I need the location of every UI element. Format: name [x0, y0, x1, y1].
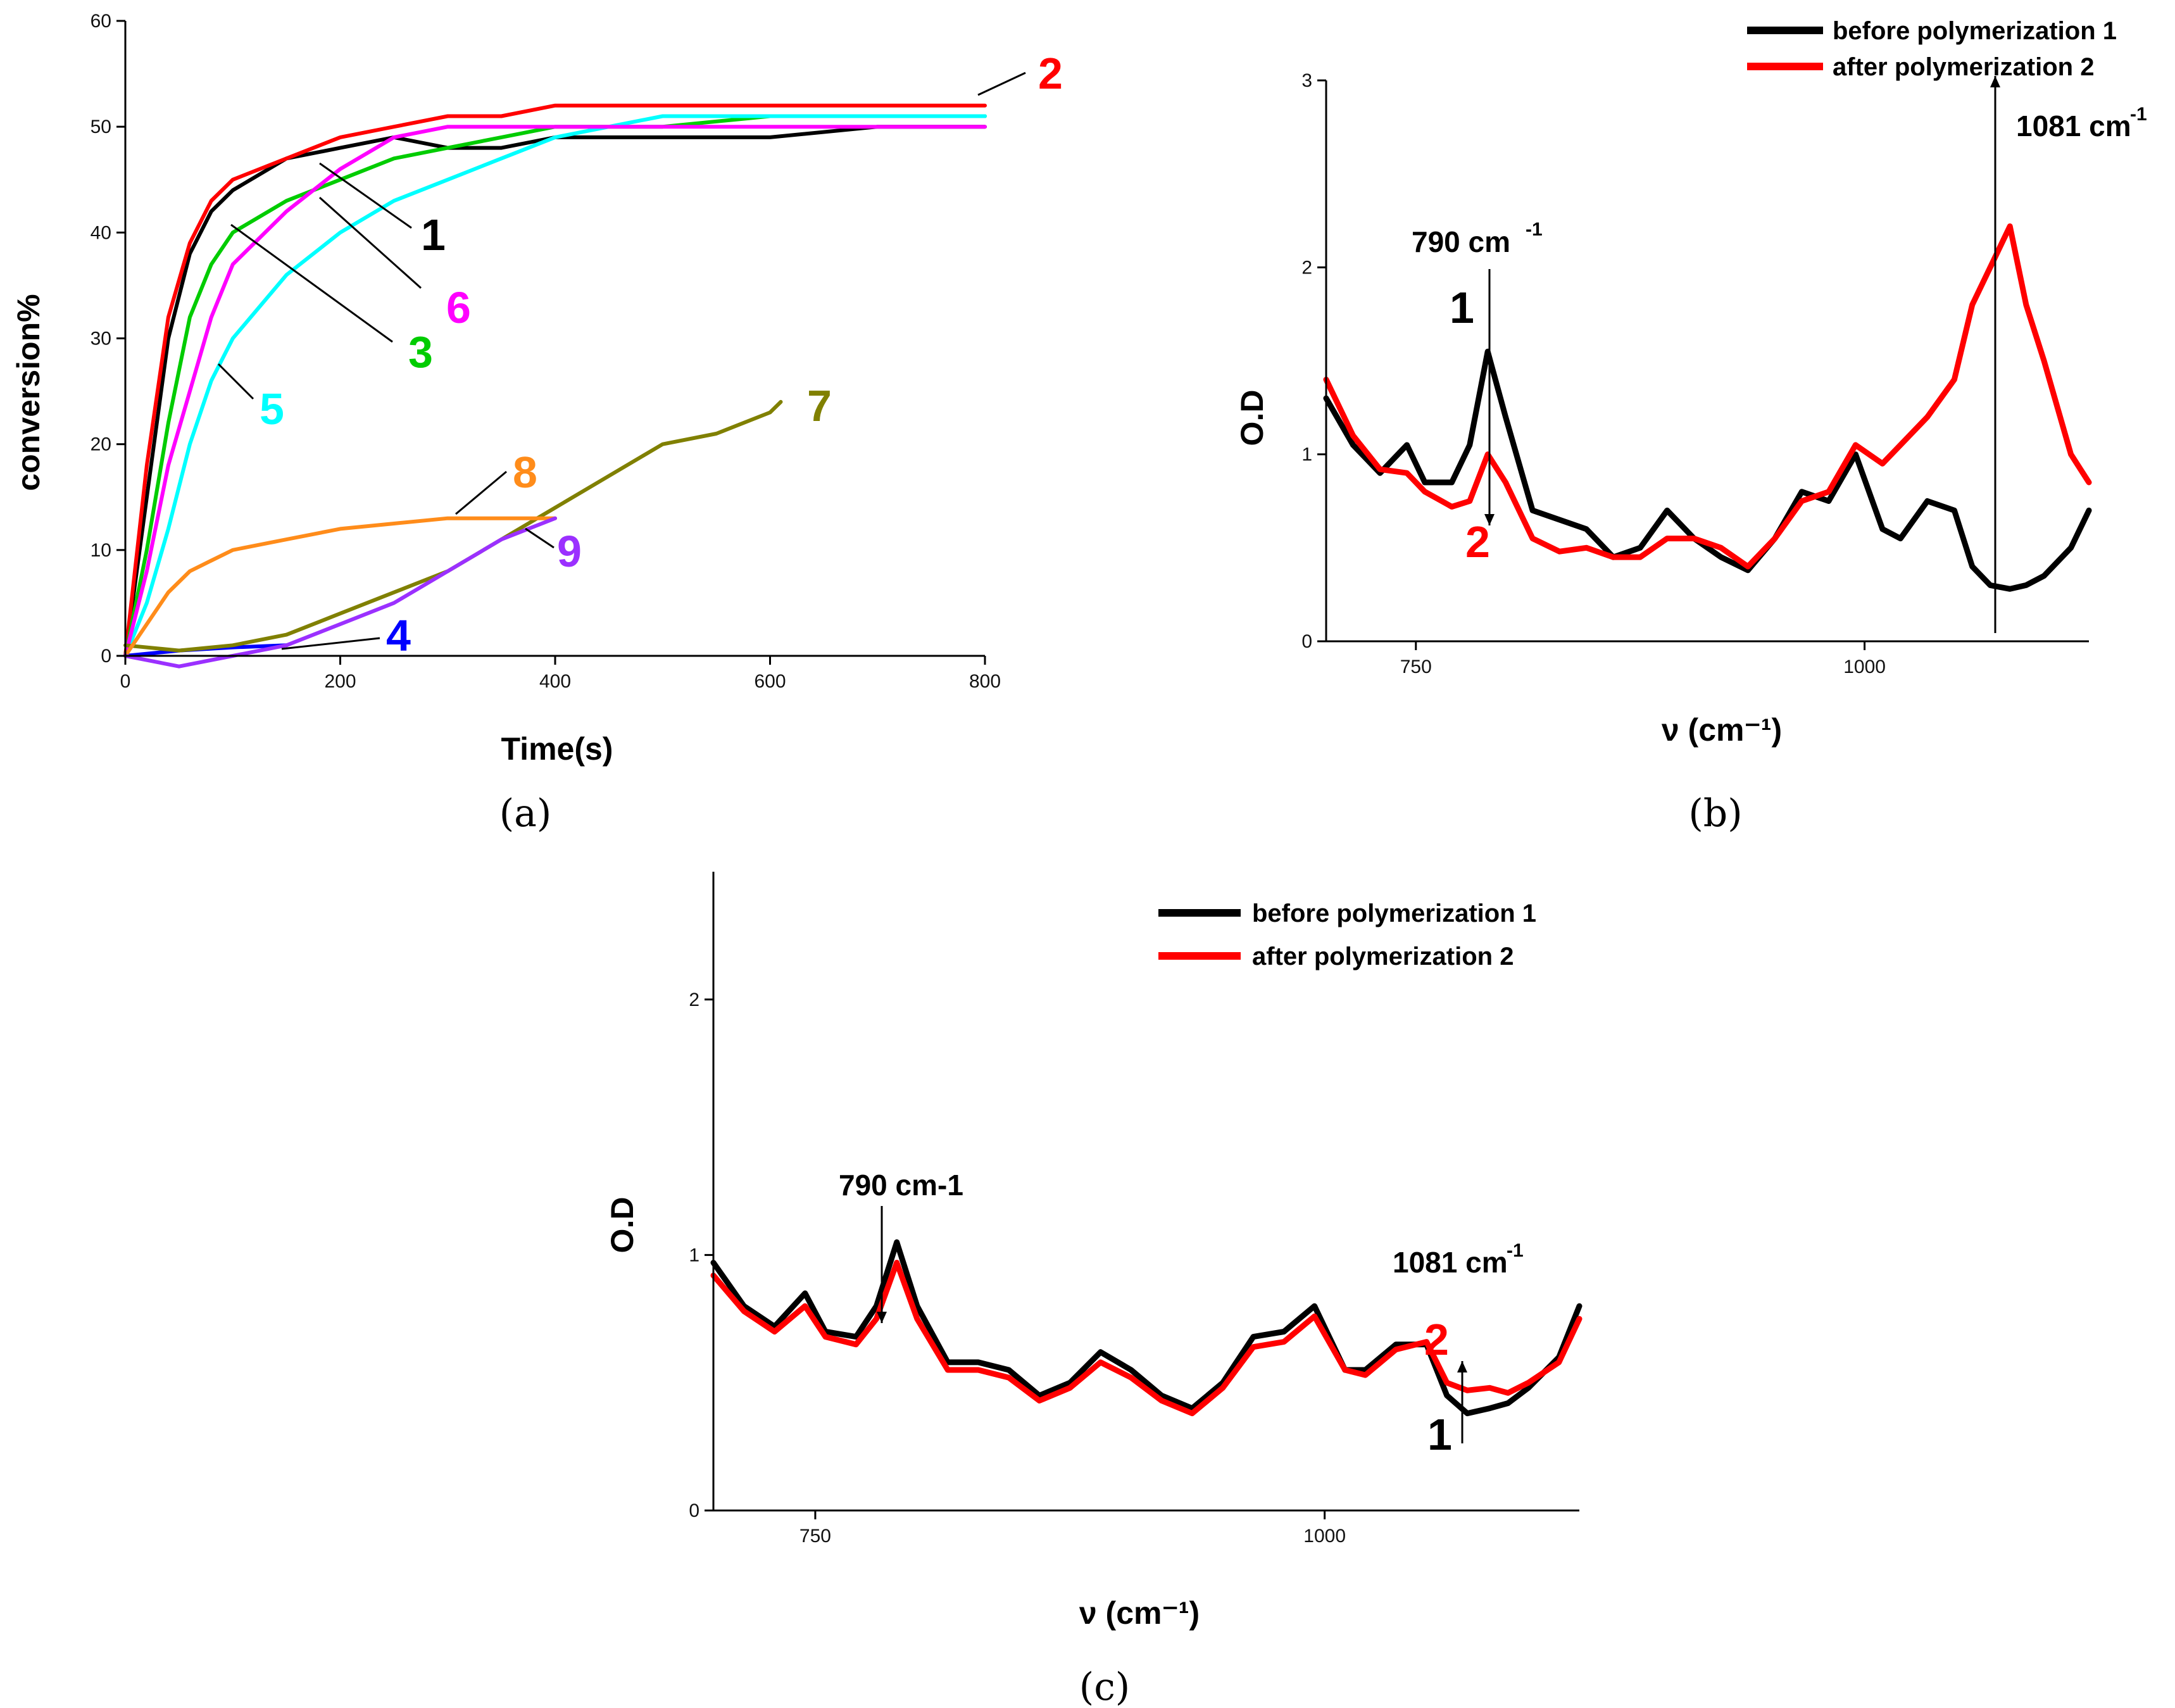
- panel-b-legend: before polymerization 1 after polymeriza…: [1747, 17, 2117, 81]
- panel-a-xtick-label: 400: [539, 671, 571, 692]
- panel-a-ylabel: conversion%: [11, 294, 46, 491]
- panel-c-ylabel: O.D: [605, 1197, 640, 1253]
- annotation-790-c: 790 cm-1: [839, 1169, 963, 1202]
- arrow-1081-b-head: [1990, 76, 2000, 87]
- panel-a-series-9: [123, 516, 557, 669]
- panel-c-ytick-label: 1: [689, 1245, 699, 1265]
- annotation-1081-b: 1081 cm: [2016, 110, 2131, 142]
- panel-a-label: (a): [499, 791, 552, 836]
- curve-2-arrow: [977, 72, 1026, 96]
- panel-b-annotations: 790 cm -1 1081 cm -1 1 2: [1412, 76, 2147, 633]
- panel-c-legend: before polymerization 1 after polymeriza…: [1158, 900, 1536, 970]
- curve-1-arrow: [319, 162, 412, 229]
- panel-a-series-5: [123, 114, 987, 658]
- curve-1-label: 1: [421, 210, 446, 260]
- panel-b: 750 1000 0 1 2 3 O.D ν (cm⁻¹) (b) before poly…: [1234, 17, 2147, 836]
- curve-5-label: 5: [260, 384, 284, 434]
- annotation-790-b: 790 cm: [1412, 225, 1510, 258]
- panel-a-ytick-label: 30: [91, 329, 111, 349]
- panel-a-curve-labels: 2 1 6 3 5 7 8 9 4: [217, 49, 1063, 660]
- panel-c-curve-1-label: 1: [1427, 1410, 1452, 1459]
- curve-6-label: 6: [446, 283, 471, 332]
- panel-a-ytick-label: 40: [91, 222, 111, 243]
- legend-b-after: after polymerization 2: [1833, 53, 2094, 81]
- panel-b-ytick-label: 2: [1301, 257, 1312, 278]
- panel-a-series-8: [123, 516, 557, 658]
- panel-b-plot-series: [1323, 223, 2092, 592]
- panel-c-series-1: [710, 1239, 1583, 1417]
- panel-b-series-2: [1323, 223, 2092, 570]
- arrow-790-b-head: [1484, 514, 1495, 525]
- curve-4-label: 4: [386, 611, 411, 660]
- panel-c-series-2: [710, 1260, 1583, 1417]
- panel-b-series-1: [1323, 348, 2092, 592]
- curve-7-label: 7: [807, 381, 832, 430]
- panel-a-xtick-label: 800: [969, 671, 1001, 692]
- annotation-790-b-sup: -1: [1526, 219, 1543, 240]
- annotation-1081-b-sup: -1: [2130, 104, 2147, 125]
- panel-b-axes: 750 1000 0 1 2 3: [1301, 70, 2089, 677]
- legend-c-before: before polymerization 1: [1252, 900, 1536, 927]
- panel-b-ytick-label: 3: [1301, 70, 1312, 91]
- panel-c-xlabel: ν (cm⁻¹): [1079, 1595, 1200, 1631]
- panel-c-xtick-label: 1000: [1303, 1526, 1346, 1547]
- panel-a-ytick-label: 0: [101, 646, 111, 667]
- panel-a-series-1: [123, 125, 987, 658]
- panel-b-ytick-label: 1: [1301, 444, 1312, 465]
- annotation-1081-c-sup: -1: [1507, 1240, 1524, 1261]
- panel-b-curve-2-label: 2: [1465, 517, 1490, 567]
- panel-a-xtick-label: 0: [120, 671, 131, 692]
- curve-4-arrow: [281, 637, 380, 650]
- panel-b-xtick-label: 750: [1400, 656, 1432, 677]
- legend-b-before: before polymerization 1: [1833, 17, 2117, 45]
- panel-c-curve-2-label: 2: [1424, 1315, 1449, 1364]
- annotation-1081-c: 1081 cm: [1393, 1246, 1508, 1279]
- panel-a: 0 200 400 600 800 0 10 20 30 40 50 60 conversion% T…: [11, 11, 1063, 836]
- panel-c-axes: 750 1000 0 1 2: [689, 872, 1579, 1547]
- arrow-1081-c-head: [1457, 1361, 1467, 1372]
- panel-a-axes: 0 200 400 600 800 0 10 20 30 40 50 60: [91, 11, 1001, 692]
- panel-a-xlabel: Time(s): [501, 731, 613, 767]
- panel-a-plot-series: [123, 103, 987, 669]
- panel-a-xtick-label: 200: [324, 671, 356, 692]
- panel-b-ytick-label: 0: [1301, 631, 1312, 652]
- panel-c-ytick-label: 0: [689, 1500, 699, 1521]
- panel-a-ytick-label: 60: [91, 11, 111, 32]
- panel-a-series-3: [123, 114, 987, 658]
- panel-a-ytick-label: 20: [91, 434, 111, 455]
- panel-c: 750 1000 0 1 2 O.D ν (cm⁻¹) (c) before polym…: [605, 872, 1583, 1708]
- panel-b-xtick-label: 1000: [1843, 656, 1886, 677]
- panel-c-plot-series: [710, 1239, 1583, 1417]
- panel-c-annotations: 790 cm-1 1081 cm -1 1 2: [839, 1169, 1524, 1459]
- curve-8-arrow: [455, 470, 507, 515]
- panel-a-series-2: [123, 103, 987, 658]
- curve-2-label: 2: [1038, 49, 1063, 98]
- curve-9-arrow: [525, 527, 555, 549]
- legend-c-after: after polymerization 2: [1252, 943, 1514, 970]
- panel-b-curve-1-label: 1: [1450, 283, 1474, 332]
- curve-9-label: 9: [557, 527, 582, 576]
- panel-a-series-6: [123, 125, 987, 658]
- panel-b-ylabel: O.D: [1234, 390, 1270, 446]
- panel-c-label: (c): [1079, 1665, 1130, 1708]
- panel-b-xlabel: ν (cm⁻¹): [1662, 712, 1782, 748]
- panel-c-xtick-label: 750: [799, 1526, 831, 1547]
- curve-5-arrow: [217, 363, 254, 400]
- curve-3-arrow: [230, 223, 393, 343]
- curve-6-arrow: [319, 196, 422, 289]
- panel-c-ytick-label: 2: [689, 989, 699, 1010]
- panel-a-ytick-label: 50: [91, 116, 111, 137]
- curve-8-label: 8: [513, 448, 537, 497]
- arrow-790-c-head: [877, 1312, 887, 1323]
- curve-3-label: 3: [408, 327, 433, 377]
- panel-a-ytick-label: 10: [91, 540, 111, 561]
- panel-b-label: (b): [1688, 791, 1742, 836]
- panel-a-series-7: [123, 399, 783, 653]
- panel-a-xtick-label: 600: [754, 671, 786, 692]
